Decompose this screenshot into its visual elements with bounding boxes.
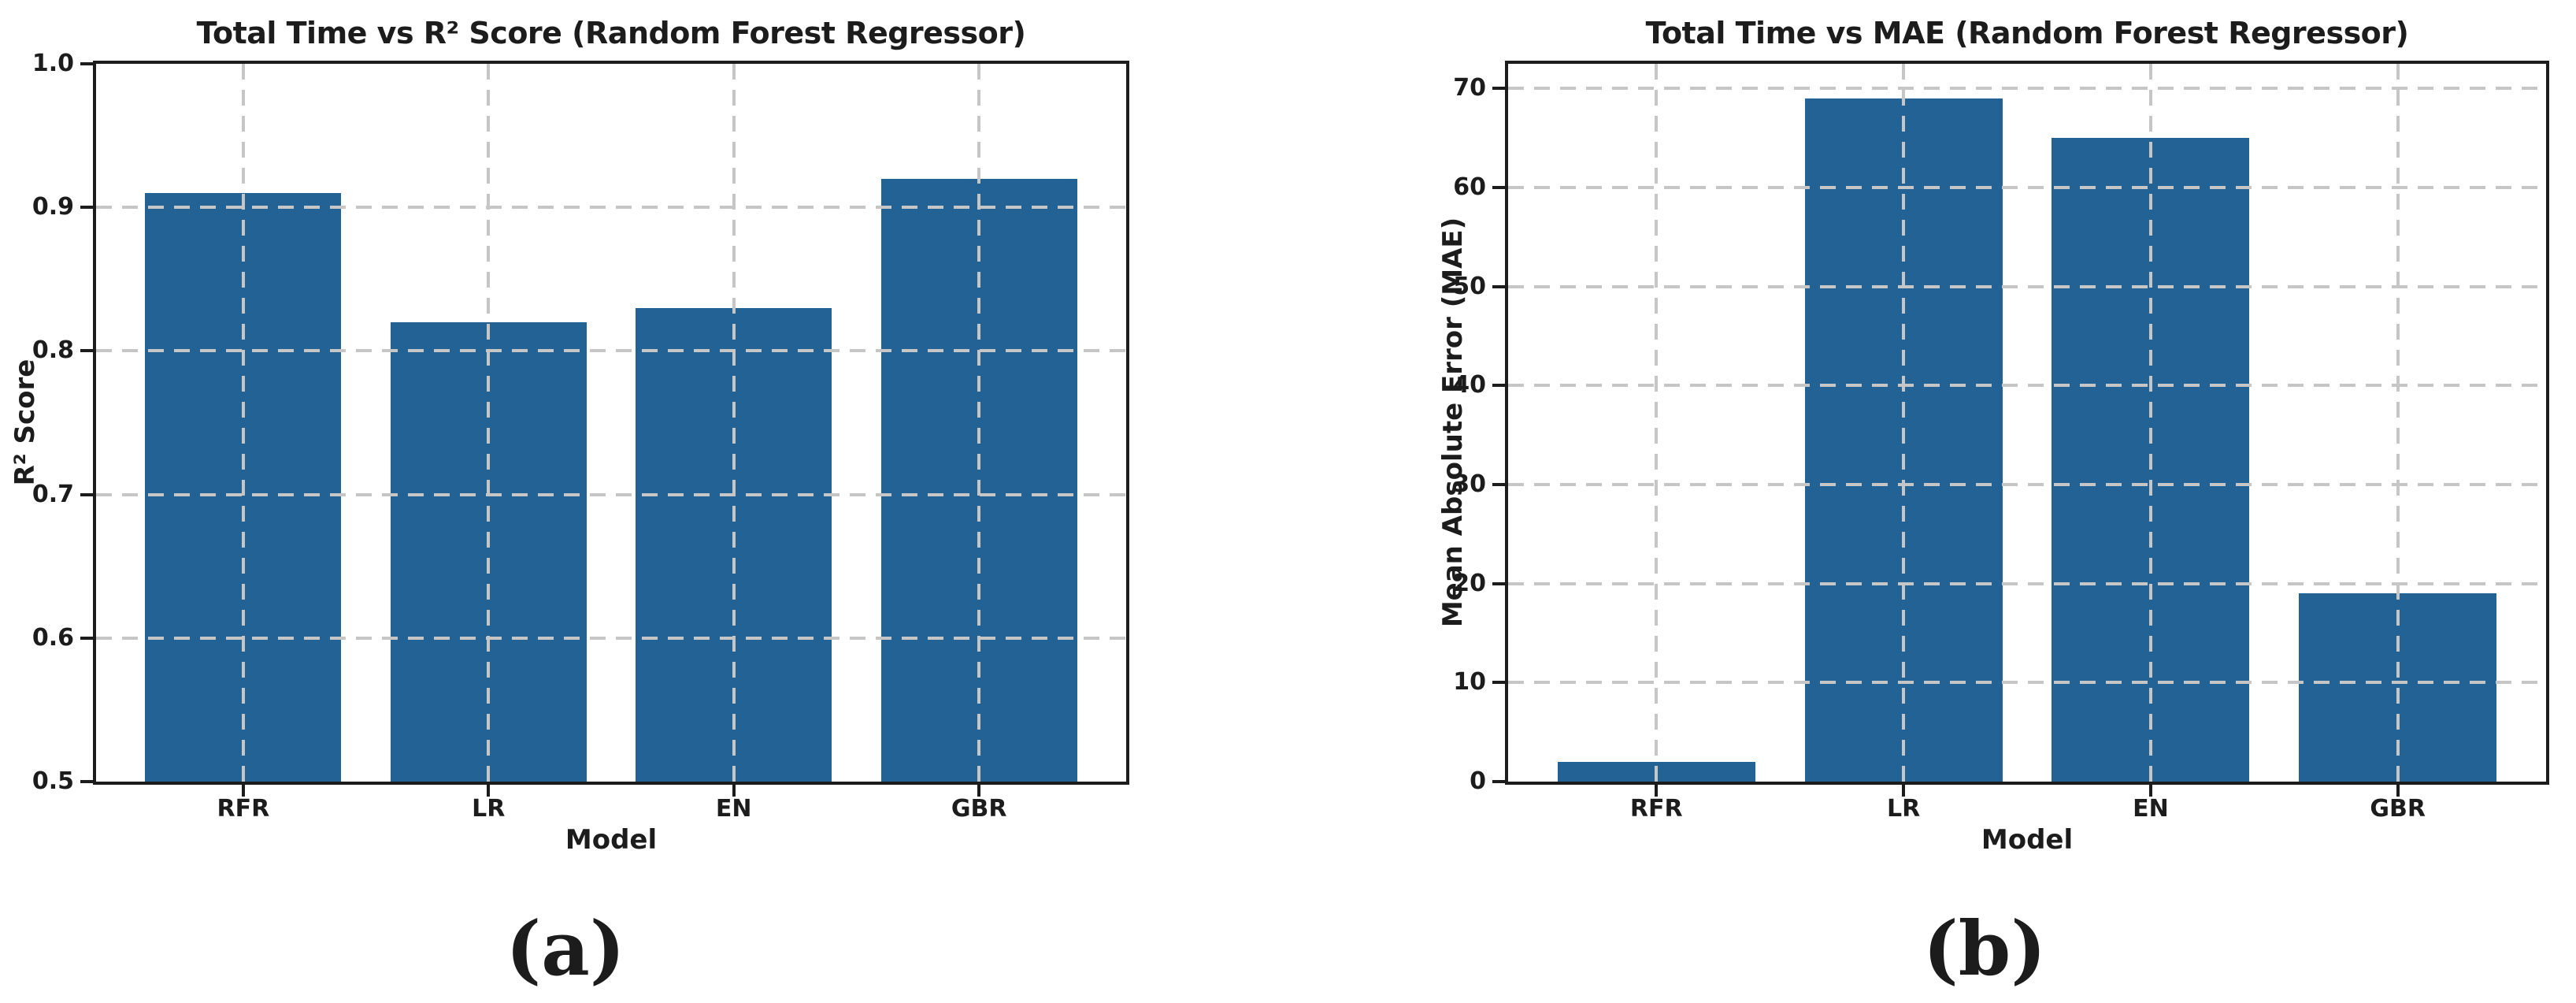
y-tick-mark <box>1492 581 1505 585</box>
gridline-vertical <box>1902 64 1906 782</box>
gridline-horizontal <box>1508 483 2546 487</box>
y-tick-label: 0.7 <box>32 480 74 508</box>
gridline-horizontal <box>1508 186 2546 190</box>
y-tick-label: 60 <box>1453 173 1486 202</box>
y-tick-mark <box>1492 681 1505 685</box>
x-tick-label: EN <box>2133 795 2169 823</box>
x-tick-mark <box>241 785 245 797</box>
subfigure-caption-a: (a) <box>506 905 625 993</box>
y-tick-label: 30 <box>1453 470 1486 499</box>
chart-a-y-axis-label: R² Score <box>9 358 41 486</box>
x-tick-label: RFR <box>1629 795 1683 823</box>
gridline-horizontal <box>96 349 1126 353</box>
x-tick-mark <box>1902 785 1906 797</box>
y-tick-mark <box>1492 780 1505 783</box>
gridline-vertical <box>2396 64 2400 782</box>
y-tick-label: 40 <box>1453 371 1486 399</box>
gridline-horizontal <box>1508 581 2546 585</box>
chart-b-x-axis-label: Model <box>1981 824 2074 856</box>
plot-area: Model 70 60 50 40 30 20 10 0 RFR LR EN GBR <box>1453 61 2549 856</box>
y-tick-mark <box>1492 284 1505 288</box>
x-tick-label: LR <box>1886 795 1921 823</box>
y-tick-label: 0.8 <box>32 336 74 365</box>
chart-a-x-axis-label: Model <box>565 824 658 856</box>
gridline-horizontal <box>1508 284 2546 288</box>
gridline-vertical <box>1655 64 1659 782</box>
x-tick-mark <box>1655 785 1659 797</box>
y-tick-mark <box>80 780 93 783</box>
gridline-horizontal <box>96 206 1126 210</box>
y-tick-label: 50 <box>1453 272 1486 300</box>
y-tick-label: 70 <box>1453 74 1486 102</box>
y-tick-label: 1.0 <box>32 50 74 77</box>
x-tick-label: GBR <box>951 795 1007 823</box>
x-tick-label: RFR <box>217 795 270 823</box>
y-tick-label: 0.5 <box>32 767 74 795</box>
gridline-horizontal <box>96 636 1126 640</box>
gridline-vertical <box>977 64 981 782</box>
y-tick-mark <box>80 349 93 353</box>
y-tick-label: 0.6 <box>32 623 74 652</box>
x-tick-mark <box>2396 785 2400 797</box>
gridline-vertical <box>487 64 491 782</box>
panel-a: Total Time vs R² Score (Random Forest Re… <box>9 16 1129 993</box>
chart-a-title: Total Time vs R² Score (Random Forest Re… <box>196 16 1026 50</box>
x-tick-label: LR <box>472 795 506 823</box>
y-tick-mark <box>80 492 93 496</box>
x-tick-mark <box>487 785 491 797</box>
y-tick-mark <box>1492 483 1505 487</box>
y-tick-mark <box>80 636 93 640</box>
gridline-vertical <box>241 64 245 782</box>
x-tick-mark <box>2148 785 2152 797</box>
gridline-vertical <box>732 64 736 782</box>
y-tick-mark <box>80 206 93 210</box>
chart-b-title: Total Time vs MAE (Random Forest Regress… <box>1645 16 2409 50</box>
y-tick-mark <box>1492 87 1505 91</box>
x-tick-mark <box>732 785 736 797</box>
x-tick-label: GBR <box>2370 795 2426 823</box>
plot-area: Model 1.0 0.9 0.8 0.7 0.6 0.5 RFR LR EN GBR <box>32 50 1129 856</box>
y-tick-label: 0 <box>1470 767 1486 795</box>
gridline-horizontal <box>96 492 1126 496</box>
gridline-horizontal <box>1508 384 2546 388</box>
gridline-horizontal <box>1508 681 2546 685</box>
gridline-horizontal <box>1508 87 2546 91</box>
x-tick-mark <box>977 785 981 797</box>
gridline-vertical <box>2148 64 2152 782</box>
y-tick-label: 10 <box>1453 668 1486 697</box>
y-tick-mark <box>1492 186 1505 190</box>
subfigure-caption-b: (b) <box>1922 905 2047 993</box>
y-tick-mark <box>1492 384 1505 388</box>
y-tick-label: 0.9 <box>32 193 74 221</box>
panel-b: Total Time vs MAE (Random Forest Regress… <box>1288 0 2576 1003</box>
y-tick-label: 20 <box>1453 569 1486 597</box>
y-tick-mark <box>80 62 93 65</box>
x-tick-label: EN <box>715 795 752 823</box>
